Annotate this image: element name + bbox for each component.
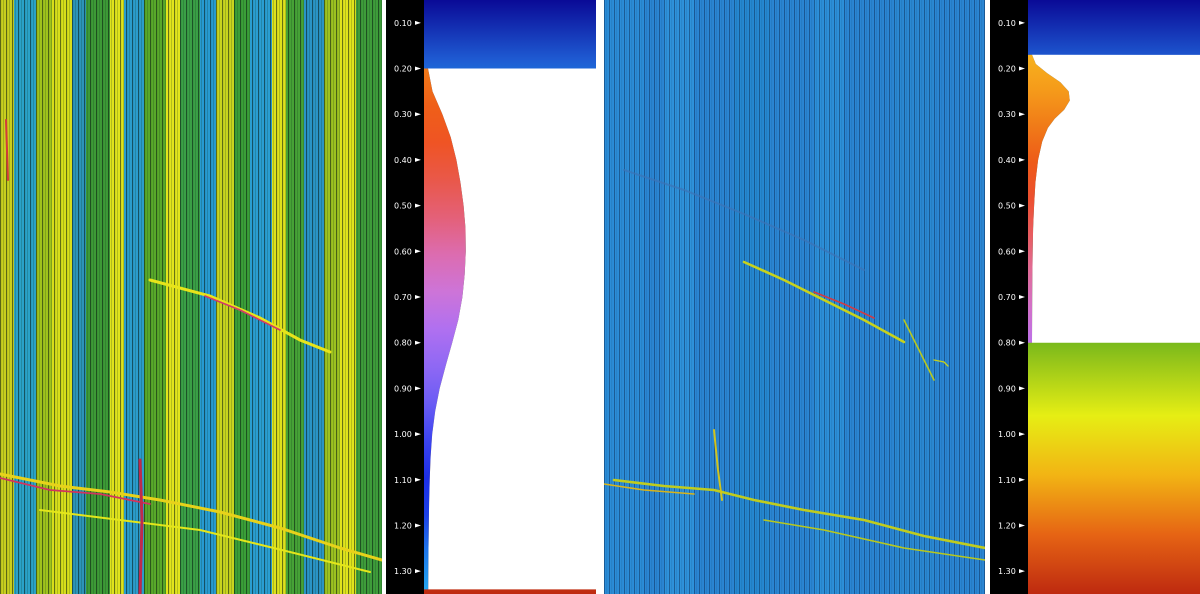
colorbar-right-tick-label: 0.30 (998, 110, 1016, 119)
colorbar-right-tick-mark (1019, 249, 1025, 254)
colorbar-left-tick-label: 1.00 (394, 430, 412, 439)
colorbar-right-tick-mark (1019, 66, 1025, 71)
colorbar-left-tick-mark (415, 523, 421, 528)
colorbar-right-histogram-curve (1028, 54, 1070, 343)
colorbar-right-axis: 0.10 0.20 0.30 0.40 0.50 0.60 0.70 0.80 0.90 1.00… (998, 19, 1025, 576)
heatmap-right-field (604, 0, 985, 594)
colorbar-left-tick-mark (415, 66, 421, 71)
colorbar-left-tick-label: 1.30 (394, 567, 412, 576)
colorbar-right-histogram-background (1032, 54, 1200, 343)
colorbar-left-histogram-curve (424, 68, 466, 590)
colorbar-left (424, 0, 596, 594)
colorbar-left-tick-label: 0.40 (394, 156, 412, 165)
colorbar-right-tick-mark (1019, 477, 1025, 482)
colorbar-left-tick-mark (415, 295, 421, 299)
colorbar-right-tick-label: 0.50 (998, 202, 1016, 211)
colorbar-left-tick-mark (415, 249, 421, 254)
colorbar-left-tick-label: 0.50 (394, 202, 412, 211)
colorbar-right (1028, 0, 1200, 594)
colorbar-left-tick-label: 0.60 (394, 247, 412, 256)
colorbar-left-tick-label: 1.20 (394, 521, 412, 530)
colorbar-right-tick-mark (1019, 203, 1025, 208)
heatmap-right-reflectors (604, 169, 985, 561)
colorbar-right-tick-mark (1019, 523, 1025, 528)
colorbar-left-tick-label: 0.10 (394, 19, 412, 28)
colorbar-right-tick-label: 0.80 (998, 339, 1016, 348)
colorbar-right-tick-label: 1.30 (998, 567, 1016, 576)
colorbar-left-axis: 0.10 0.20 0.30 0.40 0.50 0.60 0.70 0.80 0.90 1.00… (394, 19, 421, 576)
colorbar-left-tick-label: 0.80 (394, 339, 412, 348)
colorbar-right-tick-mark (1019, 569, 1025, 574)
colorbar-right-tick-mark (1019, 112, 1025, 117)
colorbar-left-tick-label: 0.90 (394, 384, 412, 393)
heatmap-left (0, 0, 382, 594)
colorbar-right-tick-mark (1019, 295, 1025, 299)
colorbar-left-tick-mark (415, 157, 421, 162)
colorbar-right-tick-label: 0.70 (998, 293, 1016, 302)
colorbar-left-tick-mark (415, 340, 421, 345)
colorbar-right-tick-label: 0.90 (998, 384, 1016, 393)
colorbar-right-tick-mark (1019, 157, 1025, 162)
colorbar-left-tick-mark (415, 432, 421, 437)
colorbar-right-tick-label: 0.40 (998, 156, 1016, 165)
colorbar-right-tick-mark (1019, 386, 1025, 391)
colorbar-left-tick-label: 1.10 (394, 476, 412, 485)
colorbar-right-tick-mark (1019, 20, 1025, 25)
colorbar-left-histogram (424, 68, 596, 590)
colorbar-right-histogram (1028, 54, 1200, 343)
colorbar-left-tick-label: 0.20 (394, 65, 412, 74)
colorbar-right-tick-label: 0.10 (998, 19, 1016, 28)
colorbar-right-tick-label: 0.60 (998, 247, 1016, 256)
colorbar-left-tick-mark (415, 569, 421, 574)
colorbar-left-tick-mark (415, 477, 421, 482)
colorbar-right-tick-mark (1019, 340, 1025, 345)
colorbar-left-tick-mark (415, 112, 421, 117)
colorbar-right-tick-label: 0.20 (998, 65, 1016, 74)
colorbar-left-tick-label: 0.30 (394, 110, 412, 119)
colorbar-left-tick-mark (415, 20, 421, 25)
colorbar-right-tick-label: 1.10 (998, 476, 1016, 485)
colorbar-right-tick-label: 1.00 (998, 430, 1016, 439)
heatmap-left-reflectors (0, 119, 382, 594)
colorbar-left-tick-label: 0.70 (394, 293, 412, 302)
colorbar-left-tick-mark (415, 203, 421, 208)
colorbar-right-tick-mark (1019, 432, 1025, 437)
colorbar-right-tick-label: 1.20 (998, 521, 1016, 530)
colorbar-left-tick-mark (415, 386, 421, 391)
colorbar-left-histogram-background (428, 68, 596, 590)
heatmap-right (604, 0, 985, 594)
